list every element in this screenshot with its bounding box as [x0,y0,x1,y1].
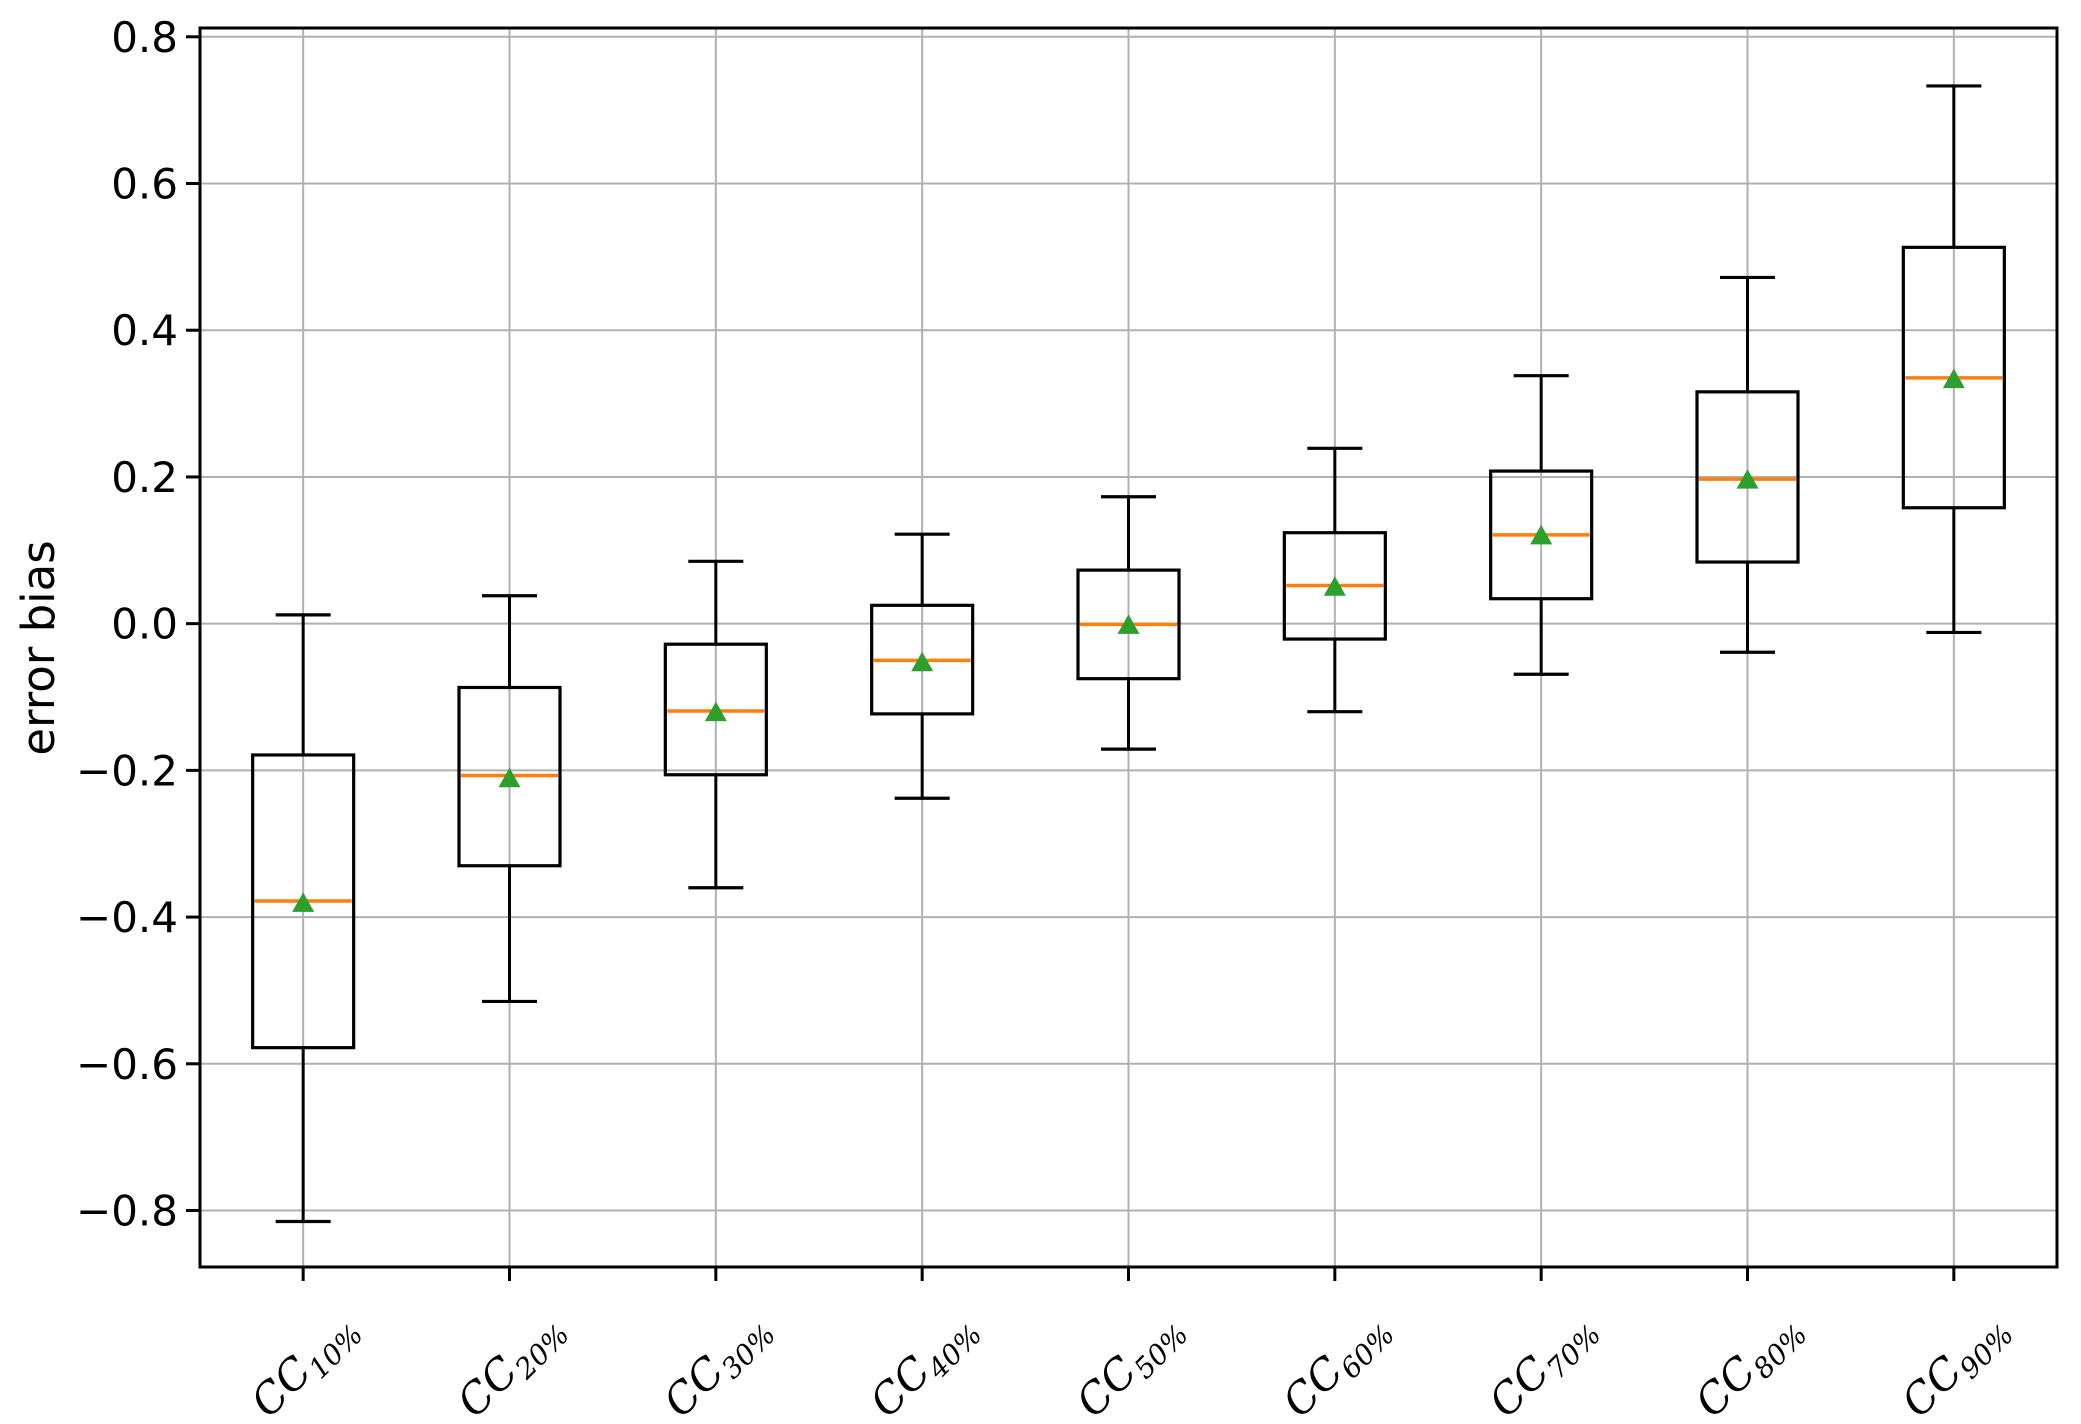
mean-marker [498,767,521,788]
y-tick-label: −0.2 [76,746,178,795]
y-tick-label: −0.8 [76,1187,178,1236]
boxes-layer [251,84,2006,1224]
iqr-box [870,603,975,716]
box-group [457,594,562,1004]
y-tick-label: −0.4 [76,893,178,942]
box-group [1489,374,1594,676]
x-tick-label: CC80% [1685,1302,1813,1424]
mean-marker [1323,576,1346,596]
x-tick-label: CC70% [1479,1302,1607,1424]
box-group [1282,446,1387,714]
x-tick-label-group: CC80% [1685,1302,1813,1424]
box-group [251,613,356,1224]
y-tick-label: 0.8 [111,13,178,62]
mean-marker [292,892,315,912]
y-axis-label: error bias [12,540,65,755]
iqr-box [663,642,768,777]
x-tick-label-group: CC90% [1892,1302,2020,1424]
iqr-box [1901,245,2006,510]
x-tick-label-group: CC20% [447,1302,575,1424]
y-tick-label: 0.2 [111,453,178,502]
iqr-box [1489,469,1594,601]
x-tick-label-group: CC70% [1479,1302,1607,1424]
iqr-box [251,753,356,1050]
iqr-box [1282,531,1387,641]
x-tick-label-group: CC30% [654,1302,782,1424]
iqr-box [457,685,562,868]
box-group [1695,275,1800,654]
mean-marker [1117,614,1140,634]
x-tick-label: CC60% [1273,1302,1401,1424]
tick-labels-layer: 0.8 0.6 0.4 0.2 0.0 −0.2 −0.4 −0.6 −0.8 CC10% CC20… [76,13,2020,1424]
x-tick-label-group: CC60% [1273,1302,1401,1424]
iqr-box [1695,390,1800,564]
y-tick-label: −0.6 [76,1040,178,1089]
x-tick-label: CC40% [860,1302,988,1424]
box-group [1076,495,1181,751]
mean-marker [1530,524,1553,545]
iqr-box [1076,568,1181,681]
x-tick-label: CC50% [1066,1302,1194,1424]
x-tick-label: CC90% [1892,1302,2020,1424]
y-tick-label: 0.0 [111,600,178,649]
mean-marker [704,701,727,722]
mean-marker [911,651,934,672]
grid-layer [200,28,2057,1267]
x-tick-label-group: CC50% [1066,1302,1194,1424]
x-tick-label: CC20% [447,1302,575,1424]
x-tick-label-group: CC40% [860,1302,988,1424]
box-group [870,532,975,800]
axes-layer [186,26,2059,1281]
x-tick-label-group: CC10% [241,1302,369,1424]
y-tick-label: 0.6 [111,160,178,209]
x-tick-label: CC30% [654,1302,782,1424]
y-tick-label: 0.4 [111,306,178,355]
mean-marker [1942,368,1965,389]
box-group [663,559,768,890]
x-tick-label: CC10% [241,1302,369,1424]
box-group [1901,84,2006,635]
mean-marker [1736,469,1759,489]
